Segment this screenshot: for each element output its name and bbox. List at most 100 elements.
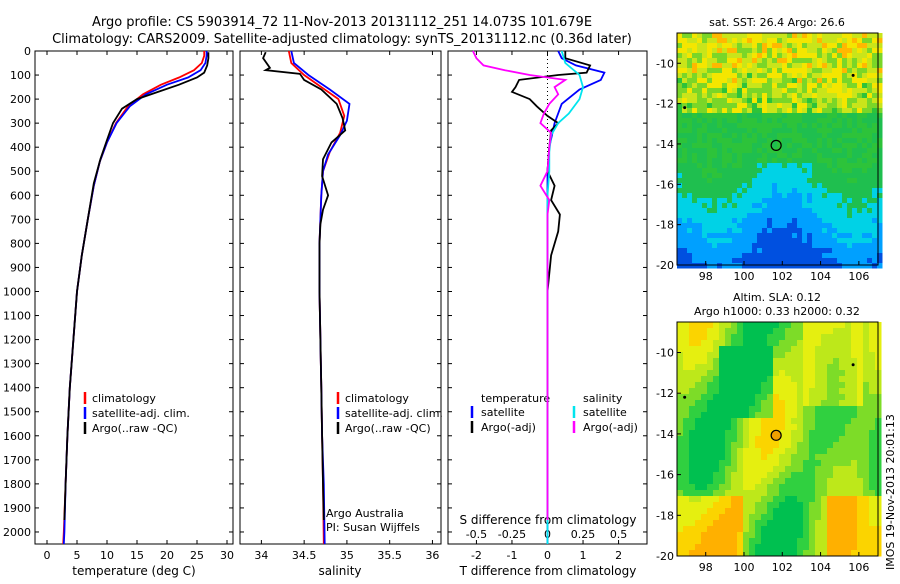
heatmap-cell [687,163,693,169]
legend-title-salinity: salinity [583,392,623,405]
heatmap-cell [842,258,848,264]
heatmap-cell [851,334,858,341]
heatmap-cell [772,248,778,254]
heatmap-cell [842,88,848,94]
heatmap-cell [713,502,720,509]
heatmap-cell [719,502,726,509]
heatmap-cell [752,233,758,239]
heatmap-cell [752,153,758,159]
heatmap-cell [725,328,732,335]
heatmap-cell [761,412,768,419]
heatmap-cell [807,153,813,159]
heatmap-cell [767,478,774,485]
heatmap-cell [863,520,870,527]
heatmap-cell [807,133,813,139]
heatmap-cell [797,108,803,114]
heatmap-cell [737,203,743,209]
heatmap-cell [791,376,798,383]
heatmap-cell [877,228,883,234]
heatmap-cell [695,418,702,425]
heatmap-cell [827,63,833,69]
heatmap-cell [692,208,698,214]
heatmap-cell [722,68,728,74]
heatmap-cell [822,58,828,64]
depth-tick-label: 1000 [3,285,31,298]
heatmap-cell [839,328,846,335]
heatmap-cell [687,203,693,209]
heatmap-cell [791,508,798,515]
heatmap-cell [717,78,723,84]
heatmap-cell [713,508,720,515]
heatmap-cell [692,218,698,224]
heatmap-cell [687,173,693,179]
heatmap-cell [852,48,858,54]
heatmap-cell [707,436,714,443]
heatmap-cell [677,223,683,229]
heatmap-cell [747,153,753,159]
heatmap-cell [772,258,778,264]
heatmap-cell [712,78,718,84]
heatmap-cell [857,158,863,164]
x-tick-label-s: 0.5 [610,528,628,541]
heatmap-cell [749,490,756,497]
heatmap-cell [752,43,758,49]
heatmap-cell [707,328,714,335]
heatmap-cell [822,93,828,99]
heatmap-cell [857,376,864,383]
heatmap-cell [767,138,773,144]
heatmap-cell [742,218,748,224]
heatmap-cell [782,38,788,44]
heatmap-cell [872,243,878,249]
heatmap-cell [817,73,823,79]
heatmap-cell [725,460,732,467]
heatmap-cell [732,63,738,69]
heatmap-cell [772,233,778,239]
heatmap-cell [701,448,708,455]
heatmap-cell [839,400,846,407]
heatmap-cell [877,113,883,119]
heatmap-cell [851,328,858,335]
heatmap-cell [737,466,744,473]
heatmap-cell [737,526,744,533]
heatmap-cell [845,496,852,503]
heatmap-cell [821,376,828,383]
heatmap-cell [852,218,858,224]
heatmap-cell [742,213,748,219]
heatmap-cell [842,63,848,69]
heatmap-cell [725,544,732,551]
heatmap-cell [863,358,870,365]
heatmap-cell [822,48,828,54]
heatmap-cell [863,424,870,431]
heatmap-cell [773,526,780,533]
heatmap-cell [762,178,768,184]
heatmap-cell [792,158,798,164]
heatmap-cell [782,93,788,99]
heatmap-cell [839,358,846,365]
heatmap-cell [807,123,813,129]
heatmap-cell [797,163,803,169]
heatmap-cell [767,58,773,64]
heatmap-cell [755,388,762,395]
heatmap-cell [847,73,853,79]
heatmap-cell [863,382,870,389]
heatmap-cell [877,198,883,204]
heatmap-cell [812,263,818,269]
heatmap-cell [702,118,708,124]
heatmap-cell [779,448,786,455]
heatmap-cell [773,340,780,347]
heatmap-cell [827,153,833,159]
heatmap-cell [707,496,714,503]
heatmap-cell [833,514,840,521]
heatmap-cell [719,454,726,461]
heatmap-cell [842,238,848,244]
heatmap-cell [869,328,876,335]
heatmap-cell [802,208,808,214]
heatmap-cell [761,442,768,449]
heatmap-cell [797,388,804,395]
heatmap-cell [777,253,783,259]
heatmap-cell [852,148,858,154]
other-float-marker [851,73,855,77]
heatmap-cell [773,406,780,413]
heatmap-cell [797,213,803,219]
